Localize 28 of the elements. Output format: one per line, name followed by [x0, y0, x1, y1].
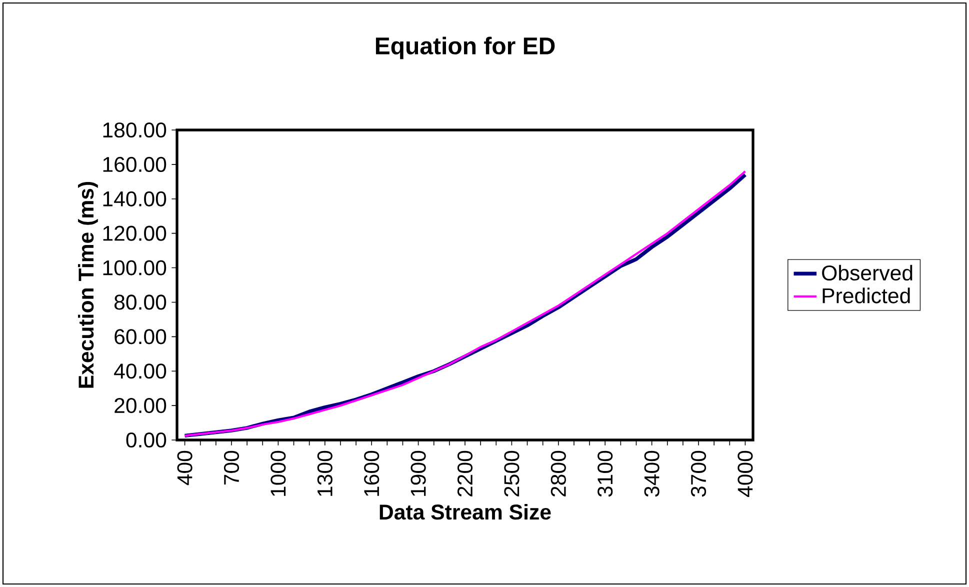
y-tick-label: 80.00 — [114, 294, 166, 310]
x-tick-label: 4000 — [738, 450, 753, 498]
x-tick-label: 1900 — [410, 450, 426, 496]
y-tick-label: 0.00 — [126, 432, 166, 448]
x-tick-label: 3400 — [644, 450, 660, 497]
x-tick-label: 3700 — [690, 450, 706, 497]
y-axis-title: Execution Time (ms) — [78, 182, 98, 388]
y-tick-label: 140.00 — [103, 191, 166, 206]
x-tick-label: 2800 — [550, 450, 566, 496]
y-tick-label: 40.00 — [114, 364, 166, 379]
y-tick-label: 160.00 — [103, 156, 166, 172]
y-tick-label: 60.00 — [114, 329, 166, 344]
x-tick-label: 1300 — [317, 450, 332, 496]
x-axis-title: Data Stream Size — [380, 504, 551, 520]
x-tick-label: 1600 — [364, 450, 380, 496]
legend-label: Predicted — [822, 288, 910, 304]
x-tick-label: 2500 — [504, 450, 520, 496]
y-tick-label: 100.00 — [103, 260, 166, 276]
x-tick-label: 400 — [177, 450, 192, 486]
x-tick-label: 2200 — [457, 450, 473, 496]
y-tick-label: 120.00 — [103, 226, 166, 241]
x-tick-label: 700 — [224, 450, 240, 485]
y-tick-label: 180.00 — [103, 122, 166, 138]
x-tick-label: 3100 — [598, 450, 613, 497]
x-tick-label: 1000 — [270, 450, 286, 496]
chart-title: Equation for ED — [376, 36, 555, 60]
y-tick-label: 20.00 — [114, 398, 166, 414]
legend-label: Observed — [822, 264, 912, 281]
